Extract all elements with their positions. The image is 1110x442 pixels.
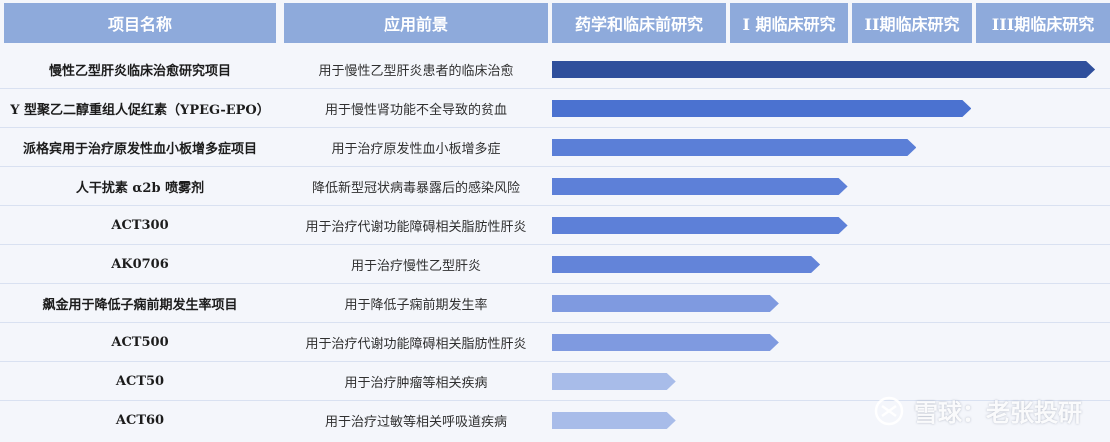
progress-bar xyxy=(552,412,676,429)
header-cell: 药学和临床前研究 xyxy=(552,3,726,43)
progress-bar xyxy=(552,100,971,117)
row-divider xyxy=(0,127,1110,128)
watermark-text: 雪球：老张投研 xyxy=(914,399,1082,427)
application-text: 用于治疗代谢功能障碍相关脂肪性肝炎 xyxy=(305,337,527,352)
header-cell: 应用前景 xyxy=(284,3,548,43)
header-cell: II期临床研究 xyxy=(852,3,972,43)
project-name: 人干扰素 α2b 喷雾剂 xyxy=(75,181,205,196)
application-text: 用于治疗慢性乙型肝炎 xyxy=(350,259,481,274)
progress-bar xyxy=(552,256,820,273)
project-name: 飙金用于降低子痫前期发生率项目 xyxy=(42,298,238,313)
project-name: ACT50 xyxy=(115,374,165,389)
row-divider xyxy=(0,322,1110,323)
project-name: AK0706 xyxy=(111,257,169,272)
row-divider xyxy=(0,283,1110,284)
application-text: 用于慢性乙型肝炎患者的临床治愈 xyxy=(318,64,514,79)
project-name: ACT500 xyxy=(111,335,169,350)
header-cell: III期临床研究 xyxy=(976,3,1110,43)
progress-bar xyxy=(552,178,848,195)
project-name: 派格宾用于治疗原发性血小板增多症项目 xyxy=(22,142,257,157)
progress-bar xyxy=(552,217,848,234)
snowball-logo-icon xyxy=(874,396,904,425)
application-text: 用于治疗原发性血小板增多症 xyxy=(331,142,501,157)
application-text: 用于治疗过敏等相关呼吸道疾病 xyxy=(324,415,507,430)
progress-bar xyxy=(552,139,916,156)
application-text: 用于治疗代谢功能障碍相关脂肪性肝炎 xyxy=(305,220,527,235)
watermark: 雪球：老张投研 xyxy=(874,393,1082,428)
row-divider xyxy=(0,244,1110,245)
row-divider xyxy=(0,205,1110,206)
application-text: 用于慢性肾功能不全导致的贫血 xyxy=(324,103,507,118)
project-name: Y 型聚乙二醇重组人促红素（YPEG-EPO） xyxy=(10,103,270,118)
row-divider xyxy=(0,361,1110,362)
project-name: ACT60 xyxy=(115,413,165,428)
row-divider xyxy=(0,166,1110,167)
progress-bar xyxy=(552,61,1095,78)
application-text: 降低新型冠状病毒暴露后的感染风险 xyxy=(311,181,520,196)
header-cell: I 期临床研究 xyxy=(730,3,848,43)
row-divider xyxy=(0,400,1110,401)
project-name: ACT300 xyxy=(111,218,169,233)
application-text: 用于降低子痫前期发生率 xyxy=(344,298,488,313)
progress-bar xyxy=(552,334,779,351)
row-divider xyxy=(0,88,1110,89)
project-name: 慢性乙型肝炎临床治愈研究项目 xyxy=(48,64,231,79)
progress-bar xyxy=(552,373,676,390)
application-text: 用于治疗肿瘤等相关疾病 xyxy=(344,376,488,391)
header-cell: 项目名称 xyxy=(4,3,276,43)
progress-bar xyxy=(552,295,779,312)
